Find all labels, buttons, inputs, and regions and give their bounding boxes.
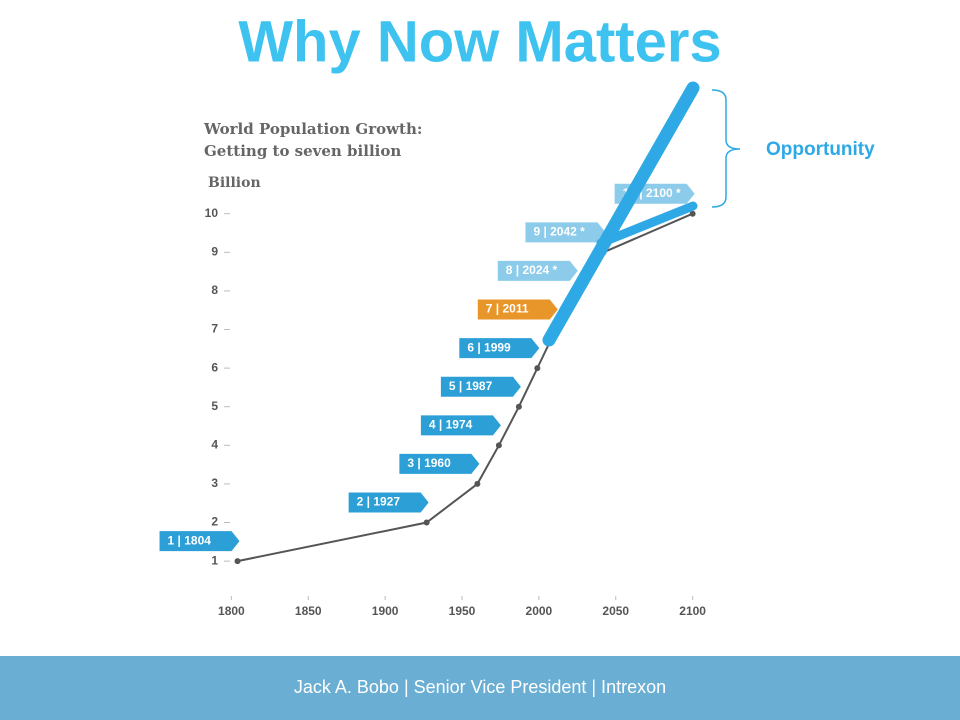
- y-tick-label: 7: [211, 322, 218, 336]
- chart-title: World Population Growth:: [203, 120, 422, 138]
- plot: 1 2 3 4 5 6 7 8 9 10 1800 1850 1900 1950 2000 2050 2100 1…: [159, 183, 706, 618]
- y-tick-label: 1: [211, 553, 218, 567]
- callout: [459, 338, 540, 359]
- value-label: 2 | 1927: [357, 495, 401, 509]
- slide-title: Why Now Matters: [238, 9, 721, 74]
- value-label: 8 | 2024 *: [506, 263, 558, 277]
- projection-line: [596, 201, 698, 248]
- y-tick-label: 9: [211, 244, 218, 258]
- y-tick-label: 6: [211, 360, 218, 374]
- value-label: 9 | 2042 *: [533, 224, 585, 238]
- point: [474, 480, 481, 487]
- point: [534, 365, 541, 372]
- y-tick-label: 2: [211, 515, 218, 529]
- y-tick-label: 5: [211, 399, 218, 413]
- callout: [399, 453, 480, 474]
- y-axis-label: Billion: [208, 175, 261, 191]
- value-label: 6 | 1999: [467, 340, 511, 354]
- value-label: 5 | 1987: [449, 379, 493, 393]
- value-label: 7 | 2011: [486, 302, 529, 316]
- y-tick-label: 4: [211, 437, 218, 451]
- x-tick-label: 2000: [526, 604, 553, 618]
- x-tick-label: 1850: [295, 604, 322, 618]
- point: [495, 442, 502, 449]
- x-tick-label: 1800: [218, 604, 245, 618]
- callout: [348, 492, 429, 513]
- value-label: 4 | 1974: [429, 417, 473, 431]
- point: [423, 519, 430, 526]
- annotation: Opportunity: [766, 139, 875, 160]
- x-tick-label: 2050: [602, 604, 629, 618]
- x-tick-label: 1900: [372, 604, 399, 618]
- footer-band: [0, 656, 960, 720]
- x-tick-label: 1950: [449, 604, 476, 618]
- y-tick-label: 3: [211, 476, 218, 490]
- opportunity-line: [542, 81, 700, 347]
- callout: [497, 260, 578, 281]
- footer: Jack A. Bobo | Senior Vice President | I…: [294, 677, 666, 697]
- callout: [477, 299, 558, 320]
- point: [515, 403, 522, 410]
- callout: [440, 376, 521, 397]
- x-tick-label: 2100: [679, 604, 706, 618]
- callout: [159, 531, 240, 552]
- point: [689, 210, 696, 217]
- point: [234, 558, 241, 565]
- chart-subtitle: Getting to seven billion: [204, 142, 401, 160]
- value-label: 1 | 1804: [168, 533, 212, 547]
- callout: [420, 415, 501, 436]
- value-label: 3 | 1960: [407, 456, 451, 470]
- y-tick-label: 8: [211, 283, 218, 297]
- brace: [711, 89, 741, 208]
- y-tick-label: 10: [205, 206, 219, 220]
- callout: [525, 222, 606, 243]
